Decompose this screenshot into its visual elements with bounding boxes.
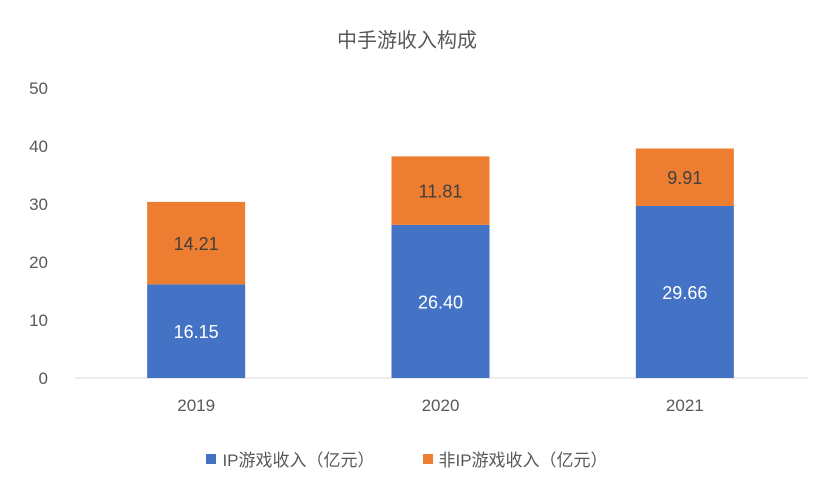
y-tick-label: 20 <box>29 253 48 272</box>
data-label: 11.81 <box>419 182 463 202</box>
y-tick-label: 50 <box>29 79 48 98</box>
data-label: 26.40 <box>418 292 463 312</box>
y-tick-label: 10 <box>29 311 48 330</box>
bar-ip-2021 <box>635 205 734 378</box>
bar-non-ip-2019 <box>147 201 246 285</box>
legend-item-ip: IP游戏收入（亿元） <box>206 446 375 471</box>
legend-label-non-ip: 非IP游戏收入（亿元） <box>438 451 608 470</box>
y-tick-label: 0 <box>39 369 48 388</box>
data-label: 16.15 <box>174 322 219 342</box>
x-tick-label: 2020 <box>422 396 460 415</box>
data-label: 9.91 <box>667 168 702 188</box>
legend-swatch-non-ip <box>422 453 433 464</box>
x-tick-label: 2019 <box>177 396 215 415</box>
bar-ip-2020 <box>391 224 490 378</box>
chart-title: 中手游收入构成 <box>337 30 477 52</box>
legend: IP游戏收入（亿元） 非IP游戏收入（亿元） <box>0 446 814 471</box>
data-label: 29.66 <box>662 283 707 303</box>
data-label: 14.21 <box>174 234 219 254</box>
legend-item-non-ip: 非IP游戏收入（亿元） <box>422 446 608 471</box>
bar-ip-2019 <box>147 284 246 378</box>
x-tick-label: 2021 <box>666 396 704 415</box>
y-tick-label: 30 <box>29 195 48 214</box>
legend-swatch-ip <box>206 453 217 464</box>
bar-non-ip-2020 <box>391 156 490 225</box>
legend-label-ip: IP游戏收入（亿元） <box>222 451 375 470</box>
bar-non-ip-2021 <box>635 148 734 206</box>
y-tick-label: 40 <box>29 137 48 156</box>
